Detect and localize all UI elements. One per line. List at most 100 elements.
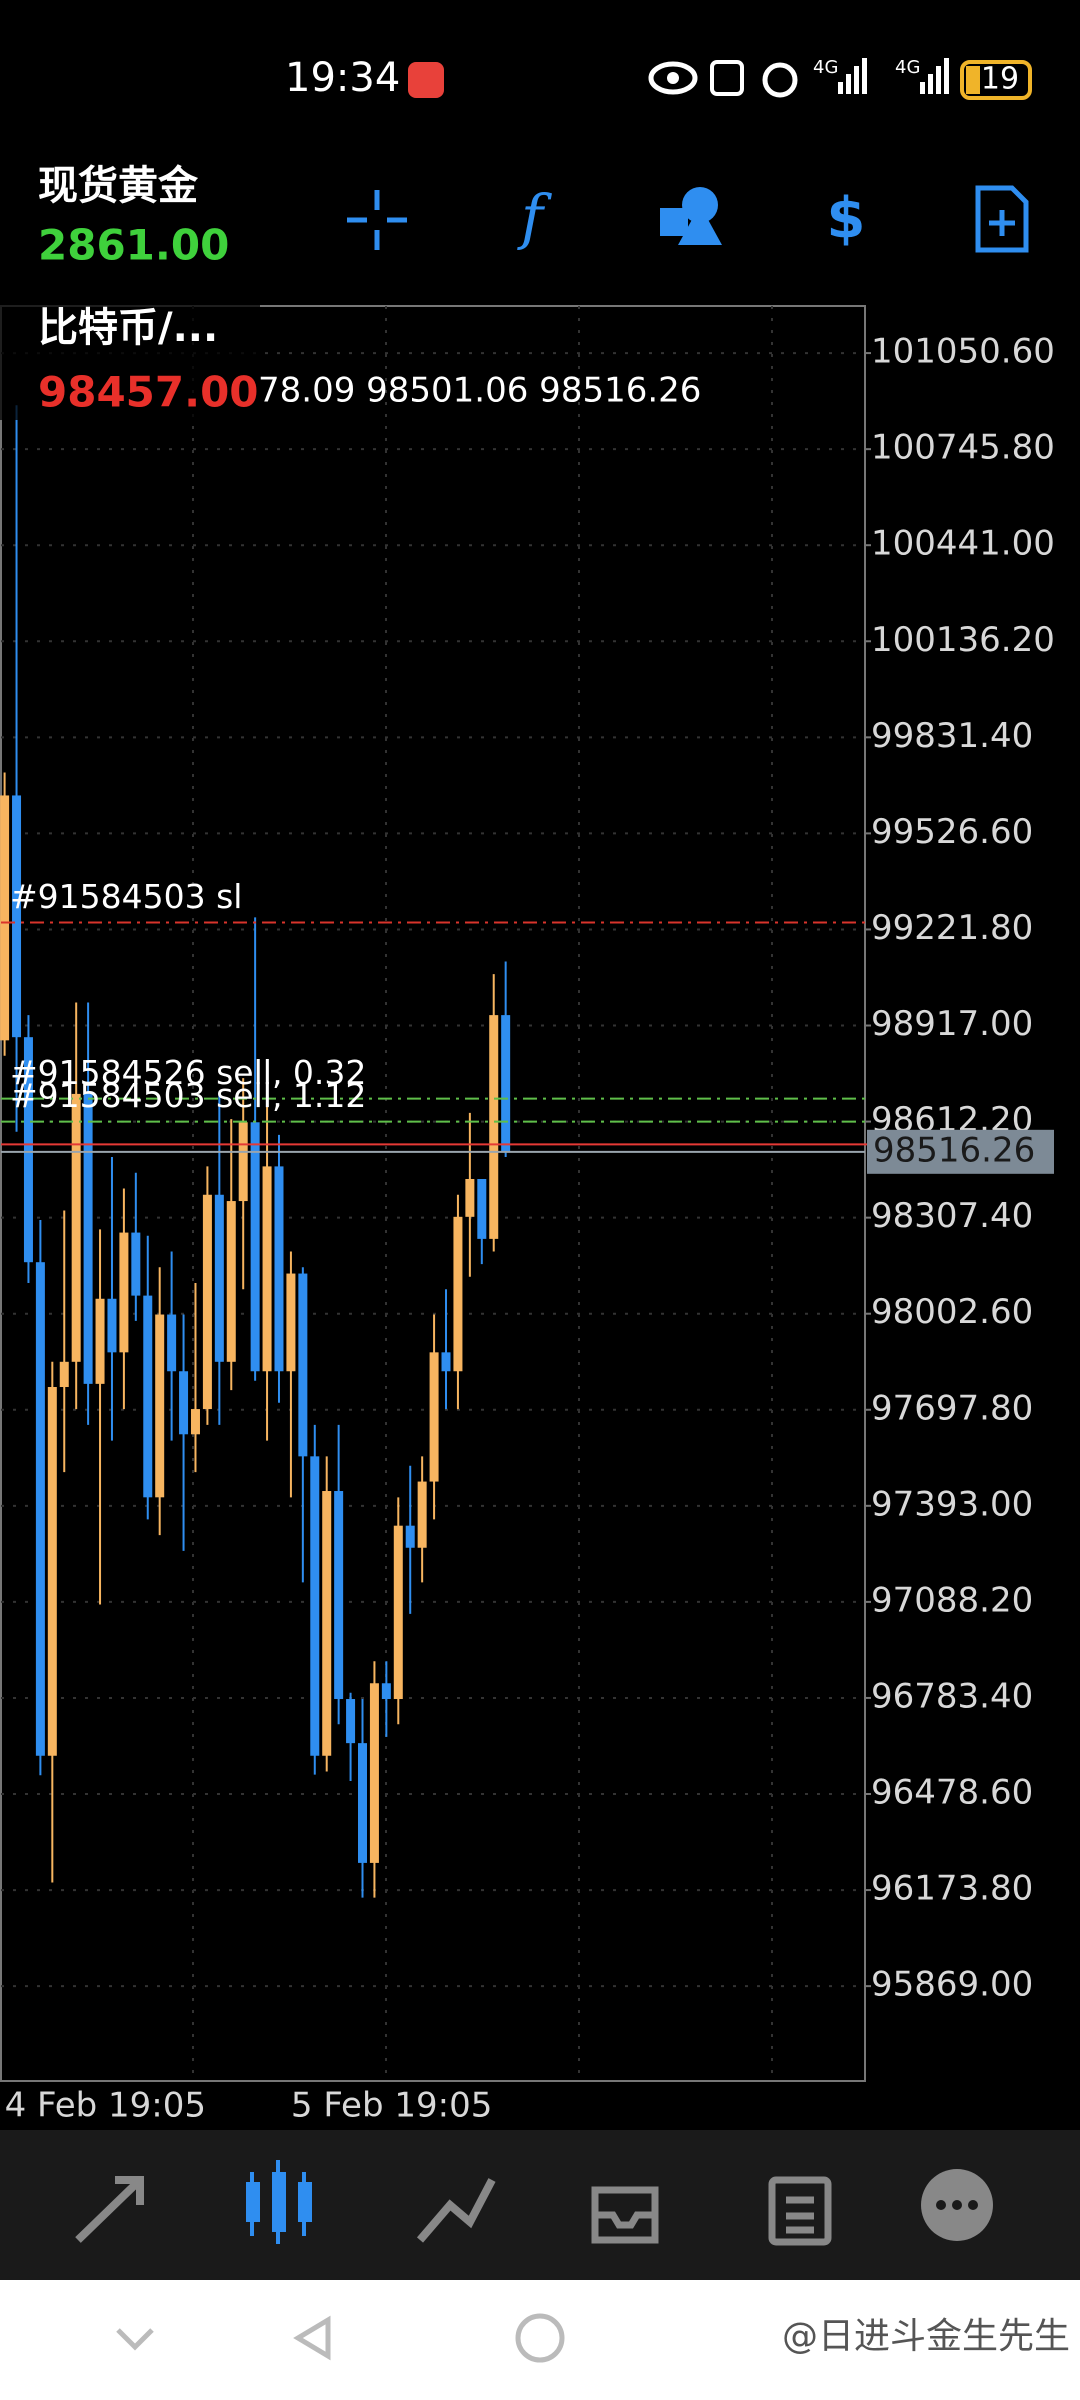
y-tick-label: 96173.80 bbox=[871, 1869, 1033, 1909]
objects-button[interactable] bbox=[660, 187, 722, 245]
nfc-icon bbox=[710, 60, 744, 96]
y-tick-label: 98917.00 bbox=[871, 1004, 1033, 1044]
symbol-price[interactable]: 2861.00 bbox=[38, 221, 229, 270]
candle-body bbox=[167, 1314, 177, 1372]
watermark: @日进斗金生先生 bbox=[782, 2316, 1070, 2357]
alarm-icon bbox=[762, 62, 798, 98]
system-nav bbox=[0, 2280, 1080, 2400]
y-tick-label: 99221.80 bbox=[871, 908, 1033, 948]
news-tab[interactable] bbox=[768, 2176, 832, 2246]
battery-text: 19 bbox=[981, 62, 1019, 97]
candle-body bbox=[358, 1743, 367, 1863]
candle-body bbox=[202, 1194, 212, 1410]
messages-tab[interactable] bbox=[921, 2169, 993, 2241]
candle-body bbox=[262, 1166, 272, 1372]
candle-body bbox=[405, 1525, 415, 1548]
y-tick-label: 97393.00 bbox=[871, 1484, 1033, 1524]
symbol-name[interactable]: 比特币/... bbox=[38, 305, 218, 351]
battery-level bbox=[966, 66, 980, 94]
candle-body bbox=[465, 1179, 475, 1217]
candle-body bbox=[286, 1273, 296, 1372]
candle-body bbox=[214, 1194, 224, 1362]
candle-body bbox=[143, 1295, 153, 1498]
ohlc-text: 78.09 98501.06 98516.26 bbox=[258, 371, 701, 411]
bottom-nav bbox=[0, 2130, 1080, 2280]
candle-body bbox=[322, 1491, 332, 1756]
candle-body bbox=[179, 1371, 189, 1435]
trade-button[interactable]: $ bbox=[827, 186, 866, 251]
plot: #91584503 sl #91584526 sell, 0.32#9158450… bbox=[0, 405, 1054, 1898]
crosshair-button[interactable] bbox=[347, 190, 407, 250]
candle-body bbox=[501, 1015, 511, 1152]
candle-body bbox=[453, 1216, 463, 1372]
candle-body bbox=[298, 1273, 308, 1457]
y-tick-label: 96478.60 bbox=[871, 1773, 1033, 1813]
signal-icon bbox=[838, 58, 949, 94]
candle-body bbox=[23, 1037, 33, 1263]
y-tick-label: 97088.20 bbox=[871, 1580, 1033, 1620]
candle-body bbox=[346, 1699, 356, 1744]
candle-body bbox=[155, 1314, 165, 1498]
candle-body bbox=[250, 1122, 260, 1372]
y-tick-label: 101050.60 bbox=[871, 332, 1055, 372]
candle-body bbox=[369, 1683, 379, 1863]
nav-back[interactable] bbox=[293, 2315, 331, 2361]
candle-body bbox=[107, 1298, 117, 1353]
symbol-name[interactable]: 现货黄金 bbox=[38, 163, 199, 209]
chart-frame bbox=[0, 305, 866, 2082]
quotes-tab[interactable] bbox=[75, 2176, 144, 2243]
y-tick-label: 99831.40 bbox=[871, 716, 1033, 756]
candle-body bbox=[95, 1298, 105, 1384]
y-tick-label: 96783.40 bbox=[871, 1676, 1033, 1716]
level-label: #91584526 sell, 0.32 bbox=[10, 1053, 366, 1092]
eye-icon bbox=[667, 72, 679, 84]
symbol-overlay bbox=[0, 300, 260, 420]
notification-badge bbox=[408, 62, 444, 98]
status-time: 19:34 bbox=[285, 55, 400, 101]
level-label: #91584503 sl bbox=[10, 877, 242, 916]
battery-icon bbox=[960, 60, 1032, 100]
candle-body bbox=[119, 1232, 129, 1353]
candle-body bbox=[334, 1491, 344, 1700]
nav-home[interactable] bbox=[515, 2313, 565, 2363]
level-label: #91584503 sell, 1.12 bbox=[10, 1076, 366, 1115]
candle-body bbox=[238, 1122, 248, 1202]
price-tag-label: 98516.26 bbox=[873, 1130, 1035, 1170]
y-tick-label: 100745.80 bbox=[871, 428, 1055, 468]
candle-body bbox=[310, 1456, 320, 1756]
candle-body bbox=[59, 1361, 69, 1388]
candle-body bbox=[489, 1015, 499, 1239]
candle-body bbox=[190, 1409, 200, 1435]
price-tag bbox=[867, 1129, 1054, 1174]
eye-icon bbox=[648, 61, 698, 95]
y-tick-label: 97697.80 bbox=[871, 1388, 1033, 1428]
chart-tab[interactable] bbox=[246, 2160, 312, 2244]
candle-body bbox=[71, 1093, 81, 1362]
candle-body bbox=[429, 1352, 439, 1482]
nav-down[interactable] bbox=[116, 2328, 154, 2351]
x-tick-label: 4 Feb 19:05 bbox=[5, 2086, 206, 2126]
candle-body bbox=[274, 1166, 284, 1372]
candle-body bbox=[226, 1201, 236, 1362]
candle-body bbox=[12, 795, 22, 1038]
y-tick-label: 100136.20 bbox=[871, 620, 1055, 660]
candle-body bbox=[35, 1262, 45, 1756]
symbol-price[interactable]: 98457.00 bbox=[38, 368, 259, 417]
new-order-button[interactable] bbox=[975, 185, 1029, 253]
candle-body bbox=[393, 1525, 403, 1700]
grid bbox=[1, 306, 865, 2081]
candle-body bbox=[477, 1179, 487, 1239]
history-tab[interactable] bbox=[591, 2186, 659, 2244]
candle-body bbox=[381, 1683, 391, 1700]
trade-tab[interactable] bbox=[416, 2178, 496, 2243]
candle-body bbox=[47, 1387, 57, 1756]
network-label: 4G bbox=[895, 57, 920, 78]
candle-body bbox=[441, 1352, 451, 1372]
y-tick-label: 98307.40 bbox=[871, 1196, 1033, 1236]
x-tick-label: 5 Feb 19:05 bbox=[291, 2086, 492, 2126]
candle-body bbox=[417, 1481, 427, 1548]
y-tick-label: 95869.00 bbox=[871, 1965, 1033, 2005]
y-tick-label: 98002.60 bbox=[871, 1292, 1033, 1332]
candle-body bbox=[0, 795, 10, 1041]
